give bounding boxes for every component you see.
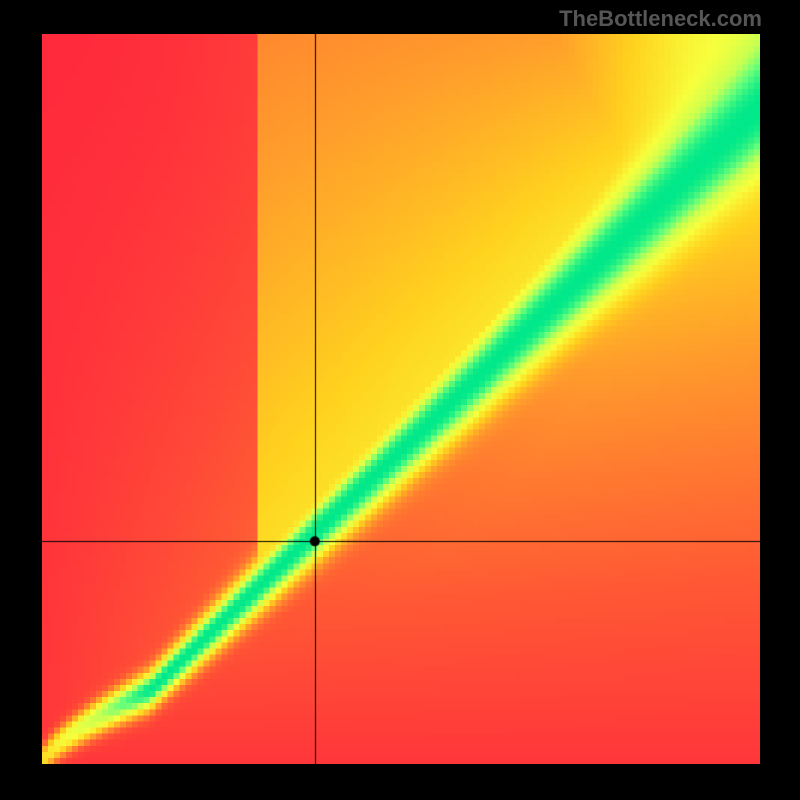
- bottleneck-heatmap: [42, 34, 760, 764]
- chart-container: TheBottleneck.com: [0, 0, 800, 800]
- source-watermark: TheBottleneck.com: [559, 6, 762, 32]
